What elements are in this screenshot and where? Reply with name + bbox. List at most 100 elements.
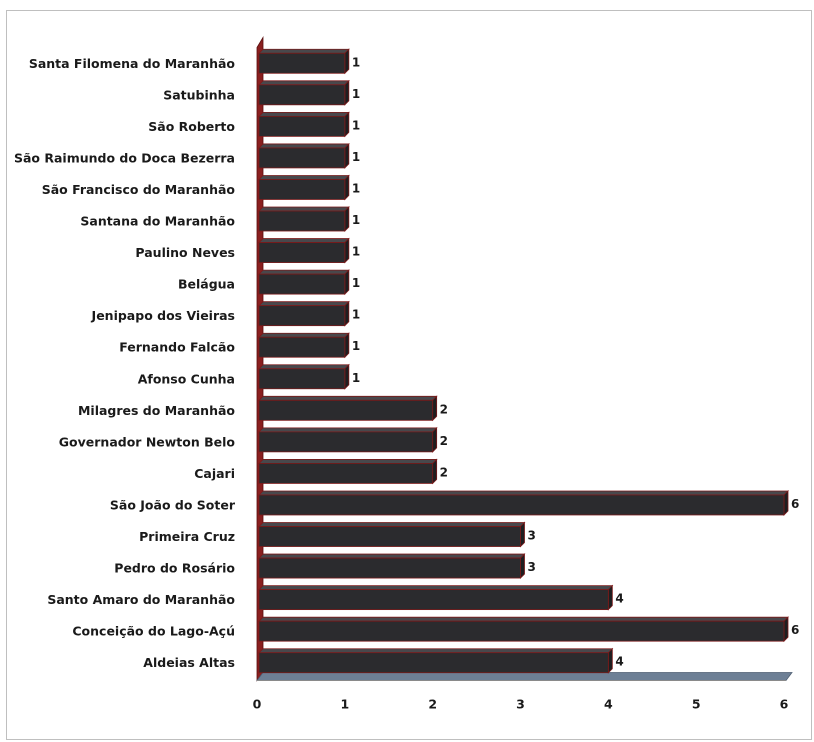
bar-top bbox=[258, 522, 526, 527]
category-label: Afonso Cunha bbox=[138, 371, 235, 386]
category-label: Satubinha bbox=[163, 87, 235, 102]
category-label: Santana do Maranhão bbox=[80, 214, 235, 229]
bar-side bbox=[344, 269, 350, 296]
bar-top bbox=[258, 490, 789, 496]
bar-top bbox=[258, 395, 438, 401]
chart-frame: Santa Filomena do Maranhão Satubinha São R… bbox=[6, 10, 812, 740]
bar bbox=[258, 210, 346, 232]
bar bbox=[258, 242, 346, 263]
category-label: Santa Filomena do Maranhão bbox=[29, 56, 236, 71]
bar bbox=[258, 336, 346, 358]
value-label: 2 bbox=[440, 465, 448, 479]
bar-top bbox=[258, 459, 438, 464]
category-label: Primeira Cruz bbox=[139, 529, 235, 544]
bar-top bbox=[258, 553, 526, 559]
x-tick-label: 4 bbox=[604, 697, 613, 712]
value-label: 1 bbox=[352, 55, 360, 69]
bar-top bbox=[258, 143, 350, 149]
bar bbox=[258, 399, 434, 421]
category-label: São Raimundo do Doca Bezerra bbox=[14, 150, 235, 165]
bar bbox=[258, 526, 521, 547]
bar bbox=[258, 52, 346, 74]
bar bbox=[258, 557, 521, 579]
bar bbox=[258, 305, 346, 327]
bar-side bbox=[344, 363, 350, 390]
bar bbox=[258, 620, 785, 642]
bar-top bbox=[258, 585, 614, 591]
bar-chart: Santa Filomena do Maranhão Satubinha São R… bbox=[14, 36, 800, 712]
category-label: Pedro do Rosário bbox=[114, 561, 235, 576]
category-label: Santo Amaro do Maranhão bbox=[47, 592, 235, 607]
bar bbox=[258, 179, 346, 200]
bar-top bbox=[258, 648, 614, 654]
value-label: 6 bbox=[791, 497, 799, 511]
value-label: 2 bbox=[440, 434, 448, 448]
bar-side bbox=[344, 206, 350, 232]
bar bbox=[258, 368, 346, 390]
bar-top bbox=[258, 48, 350, 54]
bar bbox=[258, 431, 434, 453]
category-label: São Francisco do Maranhão bbox=[42, 182, 236, 197]
bar-side bbox=[607, 647, 613, 674]
value-label-layer: 1 1 1 1 1 1 1 1 1 1 1 2 2 2 6 3 3 4 6 4 bbox=[352, 55, 800, 668]
bar bbox=[258, 273, 346, 295]
bar-side bbox=[520, 521, 525, 548]
bar-top bbox=[258, 111, 350, 117]
bar bbox=[258, 463, 434, 484]
bar-side bbox=[432, 426, 438, 453]
bar bbox=[258, 494, 785, 516]
category-label: Governador Newton Belo bbox=[59, 434, 236, 449]
value-label: 1 bbox=[352, 339, 360, 353]
value-label: 3 bbox=[528, 560, 536, 574]
bar bbox=[258, 84, 346, 106]
bar bbox=[258, 147, 346, 169]
category-label-layer: Santa Filomena do Maranhão Satubinha São R… bbox=[14, 56, 236, 670]
bar-side bbox=[432, 458, 438, 485]
x-tick-label-layer: 0 1 2 3 4 5 6 bbox=[253, 697, 789, 712]
value-label: 1 bbox=[352, 245, 360, 259]
bar-top bbox=[258, 238, 350, 243]
x-tick-label: 5 bbox=[692, 697, 701, 712]
category-label: Jenipapo dos Vieiras bbox=[91, 308, 235, 323]
bar-top bbox=[258, 427, 438, 433]
x-tick-label: 3 bbox=[516, 697, 525, 712]
value-label: 4 bbox=[615, 655, 623, 669]
bar-top bbox=[258, 616, 789, 622]
category-label: São João do Soter bbox=[110, 497, 236, 512]
category-label: Cajari bbox=[194, 466, 235, 481]
bar-side bbox=[344, 79, 350, 106]
category-label: Paulino Neves bbox=[135, 245, 235, 260]
x-tick-label: 0 bbox=[253, 697, 262, 712]
bar-side bbox=[432, 395, 438, 422]
category-label: Milagres do Maranhão bbox=[78, 403, 235, 418]
bar-top bbox=[258, 80, 350, 86]
bar-side bbox=[344, 332, 350, 359]
bar-side bbox=[344, 48, 350, 75]
category-label: Conceição do Lago-Açú bbox=[72, 624, 235, 639]
bar-side bbox=[520, 553, 525, 580]
x-tick-label: 1 bbox=[340, 697, 349, 712]
value-label: 1 bbox=[352, 150, 360, 164]
value-label: 6 bbox=[791, 623, 799, 637]
bar-side bbox=[783, 616, 789, 643]
bar-side bbox=[344, 142, 350, 169]
category-label: Aldeias Altas bbox=[143, 655, 235, 670]
value-label: 1 bbox=[352, 308, 360, 322]
bar-top bbox=[258, 364, 350, 370]
category-label: São Roberto bbox=[148, 119, 235, 134]
value-label: 1 bbox=[352, 87, 360, 101]
bar-side bbox=[783, 490, 789, 516]
category-label: Fernando Falcão bbox=[119, 340, 235, 355]
value-label: 2 bbox=[440, 402, 448, 416]
bar-top bbox=[258, 332, 350, 338]
value-label: 1 bbox=[352, 118, 360, 132]
bar bbox=[258, 589, 609, 611]
bar-top bbox=[258, 301, 350, 307]
value-label: 4 bbox=[615, 592, 623, 606]
value-label: 1 bbox=[352, 213, 360, 227]
bar-side bbox=[344, 174, 350, 201]
bar-side bbox=[607, 584, 613, 611]
x-tick-label: 2 bbox=[428, 697, 437, 712]
value-label: 3 bbox=[528, 529, 536, 543]
bar-top bbox=[258, 269, 350, 275]
